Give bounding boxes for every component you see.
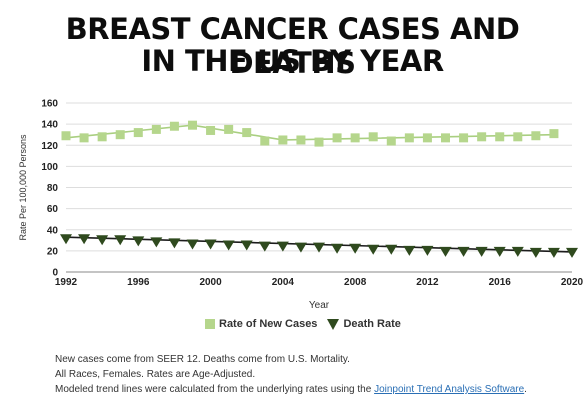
x-tick-label: 2012 xyxy=(416,277,439,288)
death-rate-point xyxy=(78,234,91,245)
death-rate-point xyxy=(222,240,235,251)
y-tick-label: 20 xyxy=(47,246,59,257)
new-cases-point xyxy=(133,128,143,138)
new-cases-point xyxy=(332,133,342,143)
death-rate-point xyxy=(132,236,145,247)
death-rate-point xyxy=(349,243,362,254)
death-rate-legend-marker xyxy=(327,318,340,330)
new-cases-point xyxy=(278,135,288,145)
joinpoint-software-link[interactable]: Joinpoint Trend Analysis Software xyxy=(374,384,525,395)
new-cases-point xyxy=(404,133,414,143)
new-cases-point xyxy=(260,136,270,146)
death-rate-point xyxy=(475,246,488,257)
new-cases-point xyxy=(206,125,216,135)
death-rate-point xyxy=(421,245,434,256)
death-rate-point xyxy=(240,240,253,251)
new-cases-point xyxy=(368,132,378,142)
x-tick-label: 1996 xyxy=(127,277,150,288)
death-rate-legend-label: Death Rate xyxy=(343,318,401,330)
new-cases-legend-label: Rate of New Cases xyxy=(219,318,318,330)
y-tick-label: 160 xyxy=(41,99,58,110)
note-line-3: Modeled trend lines were calculated from… xyxy=(55,382,527,397)
note-line-2: All Races, Females. Rates are Age-Adjust… xyxy=(55,369,256,380)
new-cases-point xyxy=(386,136,396,146)
death-rate-point xyxy=(403,245,416,256)
death-rate-point xyxy=(150,237,163,248)
death-rate-point xyxy=(385,244,398,255)
new-cases-point xyxy=(422,133,432,143)
new-cases-point xyxy=(151,124,161,134)
y-tick-label: 140 xyxy=(41,120,58,131)
death-rate-point xyxy=(258,241,271,252)
x-tick-label: 2016 xyxy=(489,277,512,288)
chart-title-line-2: IN THE US BY YEAR xyxy=(141,44,444,78)
death-rate-point xyxy=(457,246,470,257)
death-rate-point xyxy=(114,235,127,246)
y-tick-label: 100 xyxy=(41,162,58,173)
new-cases-point xyxy=(314,137,324,147)
death-rate-point xyxy=(566,247,578,258)
chart-notes: New cases come from SEER 12. Deaths come… xyxy=(55,352,527,397)
new-cases-point xyxy=(169,121,179,131)
x-axis-title: Year xyxy=(309,300,330,311)
y-tick-label: 0 xyxy=(52,268,58,279)
x-tick-label: 2008 xyxy=(344,277,367,288)
death-rate-point xyxy=(529,247,542,258)
new-cases-point xyxy=(495,132,505,142)
note-line-3-prefix: Modeled trend lines were calculated from… xyxy=(55,384,375,395)
new-cases-point xyxy=(459,133,469,143)
death-rate-point xyxy=(331,243,344,254)
death-rate-point xyxy=(367,244,380,255)
new-cases-point xyxy=(296,135,306,145)
y-tick-label: 120 xyxy=(41,141,58,152)
new-cases-point xyxy=(115,130,125,140)
death-rate-point xyxy=(547,247,560,258)
new-cases-point xyxy=(242,128,252,138)
note-line-1: New cases come from SEER 12. Deaths come… xyxy=(55,354,350,365)
death-rate-point xyxy=(276,241,289,252)
line-chart: 0 20 40 60 80 100 120 140 160 1992 1996 2000 2004 200… xyxy=(18,99,584,312)
new-cases-point xyxy=(513,132,523,142)
y-tick-label: 80 xyxy=(47,183,59,194)
new-cases-point xyxy=(441,133,450,143)
new-cases-point xyxy=(79,133,89,143)
new-cases-point xyxy=(531,131,541,141)
chart-legend: Rate of New Cases Death Rate xyxy=(205,318,401,330)
death-rate-point xyxy=(204,239,217,250)
chart-title-line-1: BREAST CANCER CASES AND DEATHS xyxy=(65,12,520,80)
y-axis-title: Rate Per 100,000 Persons xyxy=(18,134,28,241)
note-line-3-suffix: . xyxy=(524,384,527,395)
y-tick-label: 60 xyxy=(47,204,59,215)
death-rate-point xyxy=(294,242,307,253)
death-rate-point xyxy=(168,238,181,249)
death-rate-point xyxy=(511,246,524,257)
new-cases-trend-line xyxy=(65,124,554,141)
new-cases-point xyxy=(97,132,107,142)
new-cases-point xyxy=(477,132,487,142)
new-cases-point xyxy=(549,129,559,139)
death-rate-point xyxy=(60,234,72,245)
new-cases-point xyxy=(350,133,360,143)
x-tick-label: 2020 xyxy=(561,277,584,288)
new-cases-point xyxy=(188,120,197,130)
new-cases-legend-marker xyxy=(205,319,215,329)
x-tick-label: 2000 xyxy=(199,277,222,288)
death-rate-point xyxy=(313,242,325,253)
new-cases-point xyxy=(61,131,71,141)
y-tick-label: 40 xyxy=(47,225,59,236)
x-tick-label: 1992 xyxy=(55,277,78,288)
death-rate-point xyxy=(439,246,452,257)
death-rate-point xyxy=(493,246,506,257)
death-rate-point xyxy=(186,239,199,250)
new-cases-point xyxy=(224,124,234,134)
death-rate-point xyxy=(96,235,109,246)
x-tick-label: 2004 xyxy=(272,277,295,288)
